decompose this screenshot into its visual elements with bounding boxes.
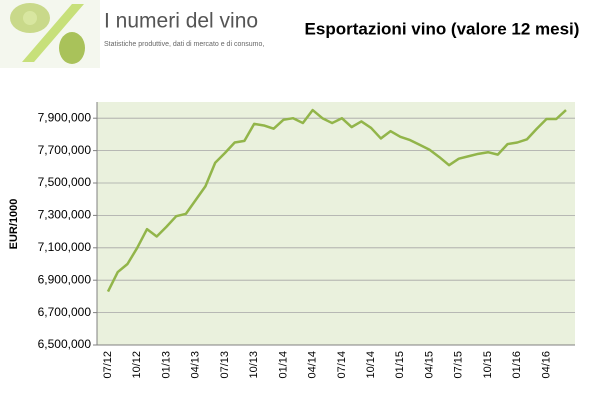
x-tick-label: 10/13 [248,351,260,379]
x-tick-label: 07/14 [336,351,348,379]
x-tick-label: 01/15 [394,351,406,379]
x-tick-label: 10/12 [131,351,143,379]
y-tick-label: 7,900,000 [38,110,92,124]
chart-title: Esportazioni vino (valore 12 mesi) [305,19,580,38]
x-tick-label: 01/14 [277,351,289,379]
x-tick-label: 01/16 [511,351,523,379]
x-tick-label: 07/15 [453,351,465,379]
logo-tagline: Statistiche produttive, dati di mercato … [104,41,264,48]
y-tick-label: 7,300,000 [38,208,92,222]
x-tick-label: 04/16 [540,351,552,379]
logo [0,0,100,68]
y-tick-label: 6,700,000 [38,305,92,319]
x-tick-label: 04/13 [190,351,202,379]
y-axis-label: EUR/1000 [8,199,20,250]
x-tick-label: 07/13 [219,351,231,379]
x-tick-label: 10/15 [482,351,494,379]
x-tick-label: 10/14 [365,351,377,379]
x-tick-label: 04/15 [423,351,435,379]
x-tick-label: 01/13 [160,351,172,379]
y-tick-label: 7,100,000 [38,240,92,254]
plot-area [97,102,575,345]
data-line [106,108,567,293]
y-tick-label: 7,700,000 [38,143,92,157]
y-tick-label: 6,500,000 [38,337,92,351]
x-tick-label: 04/14 [307,351,319,379]
y-tick-label: 6,900,000 [38,272,92,286]
x-tick-label: 07/12 [102,351,114,379]
y-tick-label: 7,500,000 [38,175,92,189]
logo-title: I numeri del vino [104,10,258,33]
